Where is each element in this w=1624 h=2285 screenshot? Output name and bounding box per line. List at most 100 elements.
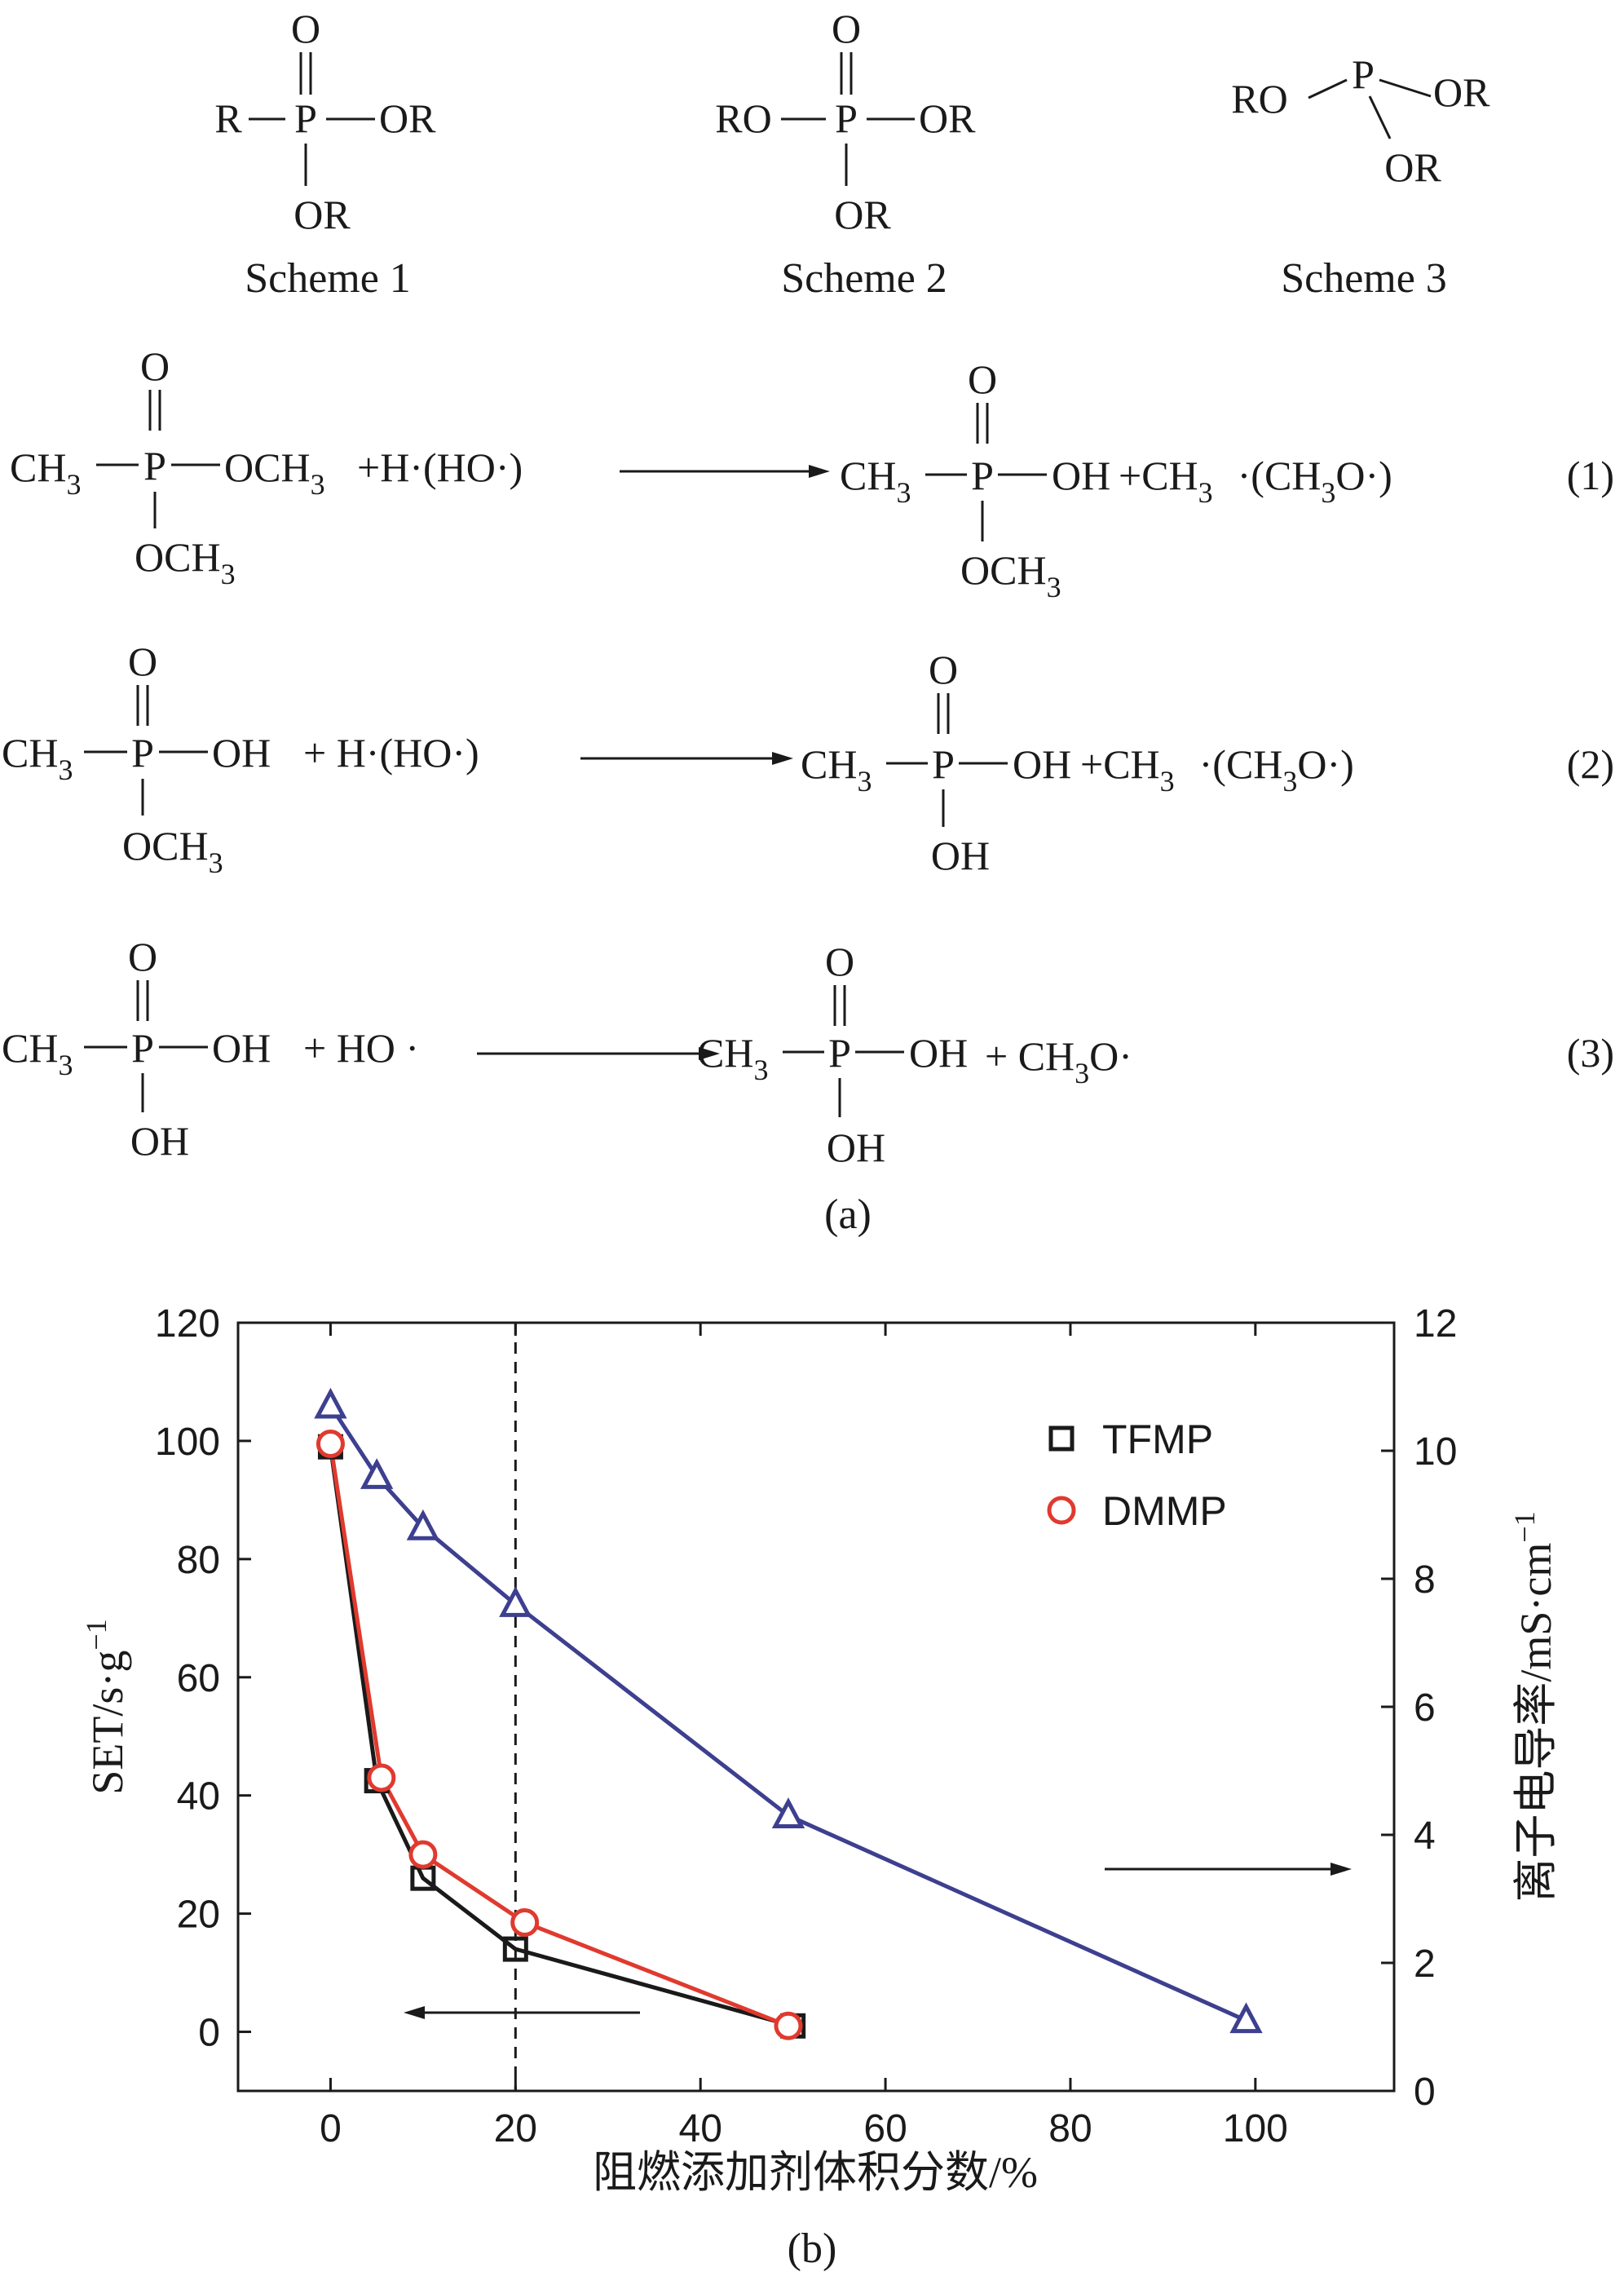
panel-b-chart: 0 20 40 60 80 100 0 20 40 60 80 100 120 0 2 4 6 8 10 12 T… [80, 1302, 1560, 2272]
left-axis-arrow-head [404, 2006, 425, 2019]
right-y-tick-label: 8 [1414, 1558, 1436, 1602]
data-point-conductivity [771, 1797, 805, 1828]
x-axis-ticks: 0 20 40 60 80 100 [320, 1323, 1288, 2150]
data-point-conductivity [1229, 2002, 1263, 2034]
bond [1379, 78, 1432, 98]
right-y-axis-label: 离子电导率/mS·cm−1 [1508, 1511, 1560, 1902]
data-point-conductivity [314, 1387, 347, 1419]
reactant-bottom: OH [130, 1118, 189, 1164]
arrow-head [772, 752, 793, 765]
scheme-2-top-o: O [832, 6, 861, 51]
p-atom: P [131, 730, 154, 776]
scheme-2-right: OR [919, 95, 976, 141]
right-y-axis-ticks: 0 2 4 6 8 10 12 [1381, 1302, 1457, 2114]
product-bottom: OH [827, 1125, 885, 1170]
byproduct: +CH3 ·(CH3O·) [1080, 741, 1354, 798]
x-tick-label: 80 [1048, 2107, 1092, 2150]
reagent: + H·(HO·) [303, 730, 479, 776]
left-y-tick-label: 40 [177, 1775, 220, 1819]
reaction-3: O CH3 P OH OH + HO · O CH3 P OH OH + CH3… [2, 934, 1614, 1170]
top-o: O [929, 647, 958, 692]
legend-marker-dmmp [1047, 1496, 1076, 1525]
reactant-bottom: OCH3 [122, 823, 223, 879]
right-y-tick-label: 10 [1414, 1430, 1457, 1474]
equation-number: (2) [1567, 741, 1614, 787]
series-markers [314, 1387, 1263, 2040]
x-axis-label: 阻燃添加剂体积分数/% [593, 2148, 1038, 2197]
reactant-right: OH [212, 730, 271, 776]
panel-a: O R P OR OR Scheme 1 O RO P OR OR Scheme… [2, 6, 1614, 1238]
scheme-3-p: P [1352, 51, 1375, 97]
product-left: CH3 [840, 453, 911, 509]
top-o: O [825, 939, 854, 984]
reactant-left: CH3 [2, 730, 73, 786]
product-right: OH [1052, 453, 1110, 498]
p-atom: P [143, 443, 166, 488]
right-y-tick-label: 12 [1414, 1302, 1457, 1346]
left-y-axis-ticks: 0 20 40 60 80 100 120 [155, 1302, 251, 2055]
top-o: O [140, 343, 170, 389]
product-left: CH3 [801, 741, 872, 798]
plot-frame [236, 1321, 1396, 2093]
equation-number: (3) [1567, 1030, 1614, 1076]
x-tick-label: 0 [320, 2107, 342, 2150]
data-point-dmmp [774, 2011, 803, 2040]
p-atom: P [932, 741, 955, 787]
data-point-conductivity [406, 1509, 440, 1540]
left-y-tick-label: 20 [177, 1894, 220, 1937]
left-y-tick-label: 80 [177, 1539, 220, 1582]
scheme-1-p: P [294, 95, 317, 141]
panel-a-caption: (a) [824, 1191, 872, 1238]
data-point-dmmp [408, 1840, 438, 1869]
reaction-2: O CH3 P OH OCH3 + H·(HO·) O CH3 P OH OH … [2, 639, 1614, 879]
reactant-bottom: OCH3 [135, 534, 236, 590]
right-y-tick-label: 0 [1414, 2071, 1436, 2114]
scheme-1-label: Scheme 1 [245, 255, 411, 302]
data-point-dmmp [510, 1907, 540, 1937]
arrow-head [699, 1047, 720, 1060]
series-line-tfmp [328, 1446, 794, 2028]
legend-label-dmmp: DMMP [1102, 1488, 1227, 1534]
left-y-tick-label: 0 [198, 2012, 220, 2055]
bond [1368, 95, 1392, 139]
product-right: OH [1013, 741, 1071, 787]
scheme-2-left: RO [715, 95, 771, 141]
data-point-conductivity [360, 1458, 394, 1489]
right-y-tick-label: 2 [1414, 1942, 1436, 1986]
right-axis-arrow-head [1331, 1863, 1352, 1876]
scheme-2-p: P [835, 95, 858, 141]
scheme-3-label: Scheme 3 [1281, 255, 1447, 302]
panel-b-caption: (b) [788, 2225, 837, 2272]
scheme-1: O R P OR OR Scheme 1 [214, 6, 436, 302]
x-tick-label: 100 [1223, 2107, 1288, 2150]
reagent: + HO · [303, 1025, 419, 1071]
reactant-left: CH3 [10, 444, 81, 501]
reactant-right: OH [212, 1025, 271, 1071]
left-y-axis-label: SET/s·g−1 [80, 1619, 132, 1794]
scheme-3-bottom: OR [1384, 144, 1441, 190]
scheme-1-top-o: O [291, 6, 320, 51]
reactant-left: CH3 [2, 1025, 73, 1081]
byproduct: + CH3O· [985, 1033, 1132, 1089]
product-right: OH [909, 1030, 968, 1076]
product-bottom: OCH3 [960, 547, 1061, 603]
bond [1308, 78, 1348, 99]
legend-marker-tfmp [1048, 1425, 1075, 1452]
x-tick-label: 20 [494, 2107, 537, 2150]
data-point-conductivity [499, 1586, 532, 1617]
data-point-dmmp [316, 1430, 345, 1459]
arrow-head [809, 465, 830, 478]
scheme-3-right: OR [1433, 69, 1490, 115]
legend-label-tfmp: TFMP [1102, 1417, 1213, 1462]
p-atom: P [131, 1025, 154, 1071]
reaction-1: O CH3 P OCH3 OCH3 +H·(HO·) O CH3 P OH OC… [10, 343, 1614, 603]
scheme-3-left: RO [1231, 76, 1287, 122]
top-o: O [128, 639, 157, 684]
right-y-tick-label: 6 [1414, 1686, 1436, 1730]
left-y-tick-label: 120 [155, 1302, 220, 1346]
left-y-tick-label: 100 [155, 1421, 220, 1464]
series-line-dmmp [328, 1443, 789, 2028]
top-o: O [968, 356, 997, 402]
series-line-conductivity [329, 1404, 1247, 2022]
